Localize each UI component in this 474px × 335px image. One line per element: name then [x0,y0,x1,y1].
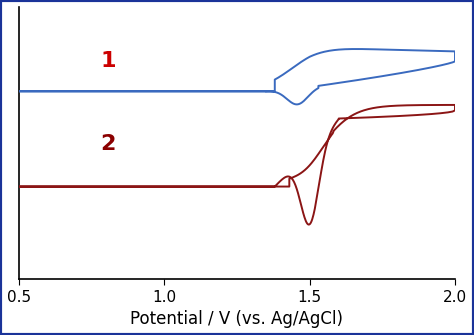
Text: 2: 2 [100,134,116,154]
X-axis label: Potential / V (vs. Ag/AgCl): Potential / V (vs. Ag/AgCl) [130,310,344,328]
Text: 1: 1 [100,51,116,71]
